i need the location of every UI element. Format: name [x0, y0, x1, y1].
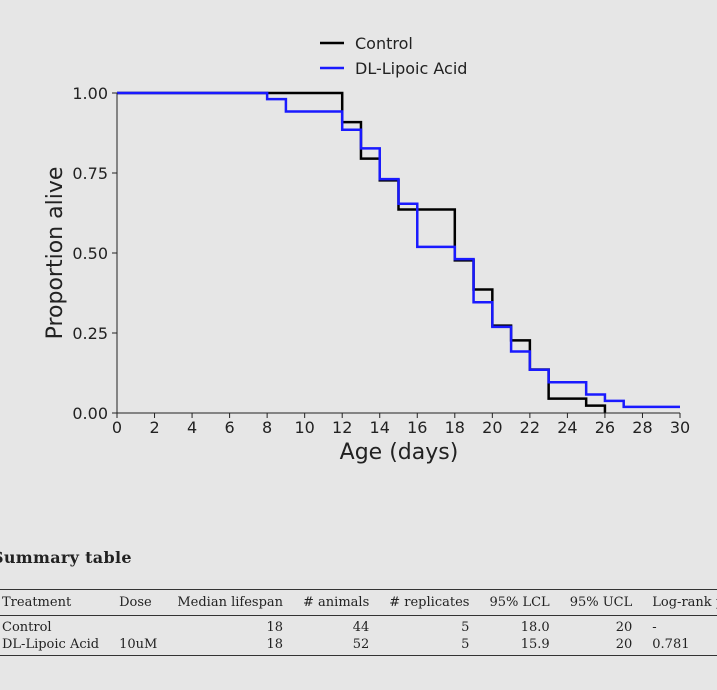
x-tick-label: 30	[670, 418, 690, 437]
summary-table: Treatment Dose Median lifespan # animals…	[0, 589, 717, 656]
cell-ucl: 20	[615, 620, 633, 635]
y-tick-label: 0.50	[72, 244, 108, 263]
x-tick-label: 10	[294, 418, 314, 437]
cell-logrank: -	[652, 620, 657, 635]
header-treatment: Treatment	[0, 589, 110, 616]
legend-control-label: Control	[355, 34, 413, 53]
summary-title: Summary table	[0, 548, 132, 567]
header-animals: # animals	[293, 589, 380, 616]
x-axis-title: Age (days)	[340, 440, 459, 465]
cell-median-lifespan: 18	[266, 620, 284, 635]
x-tick-label: 14	[370, 418, 390, 437]
cell-dose	[109, 616, 167, 637]
cell-dose: 10uM	[109, 636, 168, 656]
table-row: DL-Lipoic Acid 10uM 18 52 5 15.9 20 0.78…	[0, 636, 717, 656]
y-axis-title: Proportion alive	[43, 167, 68, 340]
y-tick-label: 1.00	[72, 84, 108, 103]
y-tick-label: 0.00	[72, 404, 108, 423]
x-tick-label: 20	[482, 418, 502, 437]
axes: 0 2 4 6 8 10 12 14 16 18 20 22 24 26 28 300.000.250.500…	[72, 84, 690, 437]
cell-replicates: 5	[461, 620, 470, 635]
plot-area	[117, 91, 680, 413]
header-lcl: 95% LCL	[479, 589, 560, 616]
cell-animals: 44	[352, 620, 370, 635]
x-tick-label: 0	[112, 418, 122, 437]
x-tick-label: 4	[187, 418, 197, 437]
x-tick-label: 22	[520, 418, 540, 437]
x-tick-label: 26	[595, 418, 615, 437]
header-dose: Dose	[109, 589, 168, 616]
y-tick-label: 0.25	[72, 324, 108, 343]
header-replicates: # replicates	[379, 589, 480, 616]
cell-replicates: 5	[379, 636, 480, 656]
x-tick-label: 6	[225, 418, 235, 437]
x-tick-label: 12	[332, 418, 352, 437]
header-ucl: 95% UCL	[559, 589, 643, 616]
legend: Control DL-Lipoic Acid	[320, 34, 467, 78]
cell-treatment: Control	[2, 620, 52, 635]
x-tick-label: 2	[149, 418, 159, 437]
legend-lipoic-label: DL-Lipoic Acid	[355, 59, 467, 78]
x-tick-label: 28	[632, 418, 652, 437]
lipoic-acid-survival-line	[117, 91, 680, 409]
header-logrank: Log-rank p	[642, 589, 717, 616]
y-tick-label: 0.75	[72, 164, 108, 183]
x-tick-label: 8	[262, 418, 272, 437]
cell-logrank: 0.781	[642, 636, 717, 656]
cell-lcl: 15.9	[479, 636, 560, 656]
x-tick-label: 24	[557, 418, 577, 437]
survival-chart: 0 2 4 6 8 10 12 14 16 18 20 22 24 26 28 300.000.250.500…	[43, 34, 690, 465]
cell-treatment: DL-Lipoic Acid	[0, 636, 110, 656]
cell-ucl: 20	[559, 636, 643, 656]
summary-section: Summary table Treatment Dose Median life…	[0, 548, 717, 656]
header-median-lifespan: Median lifespan	[167, 589, 294, 616]
x-tick-label: 16	[407, 418, 427, 437]
table-row: Control 18 44 5 18.0 20 -	[0, 616, 717, 637]
x-tick-label: 18	[445, 418, 465, 437]
cell-lcl: 18.0	[520, 620, 550, 635]
cell-median-lifespan: 18	[167, 636, 294, 656]
cell-animals: 52	[293, 636, 380, 656]
table-header-row: Treatment Dose Median lifespan # animals…	[0, 589, 717, 616]
